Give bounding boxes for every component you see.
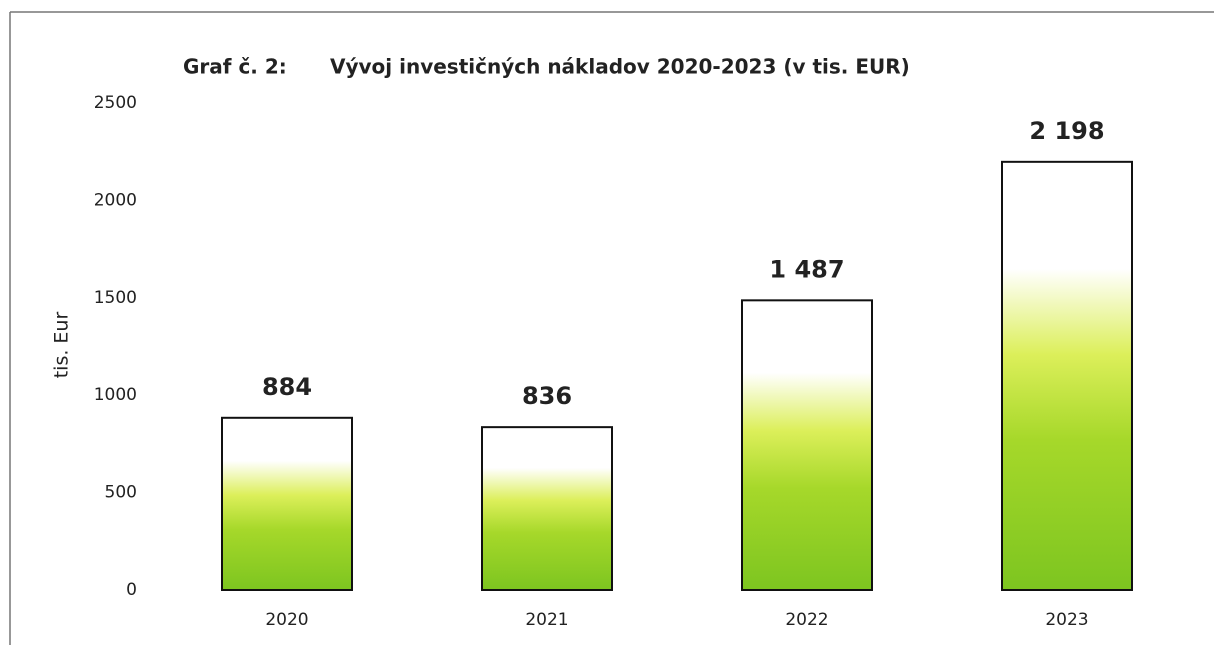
bar	[481, 426, 613, 591]
y-tick-label: 2500	[94, 93, 137, 113]
y-tick-label: 1000	[94, 385, 137, 405]
x-tick-label: 2023	[1045, 610, 1088, 630]
y-tick-label: 500	[105, 483, 137, 503]
x-tick-label: 2020	[265, 610, 308, 630]
data-label: 2 198	[1029, 117, 1104, 145]
y-tick-label: 0	[126, 580, 137, 600]
data-label: 836	[522, 382, 572, 410]
chart-label: Graf č. 2:	[183, 55, 287, 79]
y-tick-label: 2000	[94, 190, 137, 210]
data-label: 1 487	[769, 255, 844, 283]
bar	[1001, 160, 1133, 592]
y-tick-label: 1500	[94, 288, 137, 308]
x-tick-label: 2021	[525, 610, 568, 630]
y-axis-label: tis. Eur	[51, 312, 73, 379]
data-label: 884	[262, 373, 312, 401]
chart-title: Vývoj investičných nákladov 2020-2023 (v…	[330, 55, 910, 79]
bar	[221, 416, 353, 592]
bar	[741, 299, 873, 591]
x-tick-label: 2022	[785, 610, 828, 630]
